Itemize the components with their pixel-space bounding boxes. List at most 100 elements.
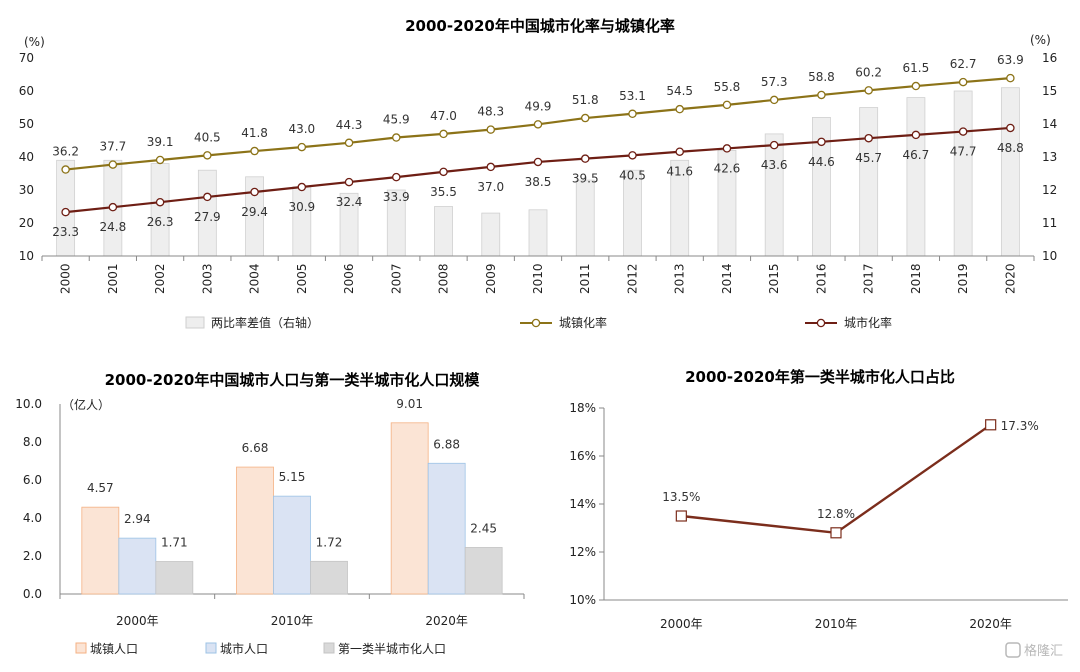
chart1-x-tick: 2004 <box>248 263 262 294</box>
chart2-legend-swatch <box>205 642 217 654</box>
chart2-bar <box>118 537 157 595</box>
chart1-city-point <box>817 137 826 147</box>
chart1-right-tick: 13 <box>1042 150 1057 164</box>
chart1-city-point <box>486 162 496 172</box>
chart1-city-label: 37.0 <box>477 180 504 194</box>
chart2-title: 2000-2020年中国城市人口与第一类半城市化人口规模 <box>105 371 481 389</box>
chart1-urbanization-label: 54.5 <box>666 84 693 98</box>
chart2-y-tick: 6.0 <box>23 473 42 487</box>
chart1-urbanization-point <box>722 100 732 110</box>
chart1-urbanization-point <box>344 138 354 148</box>
chart2-bar-label: 5.15 <box>279 470 306 484</box>
chart1-x-tick: 2000 <box>59 263 73 294</box>
chart1-diff-bar <box>623 169 642 257</box>
chart2-x-tick: 2000年 <box>116 614 159 628</box>
chart1-diff-bar <box>906 97 926 257</box>
chart1-diff-bar <box>859 107 879 257</box>
chart2-y-tick: 2.0 <box>23 549 42 563</box>
chart3-title: 2000-2020年第一类半城市化人口占比 <box>685 368 955 386</box>
chart1-x-tick: 2013 <box>673 263 687 294</box>
chart1-city-label: 26.3 <box>147 215 174 229</box>
chart1-city-label: 44.6 <box>808 155 835 169</box>
chart1-left-tick: 20 <box>19 216 34 230</box>
chart1-x-tick: 2009 <box>484 263 498 294</box>
chart1-urbanization-point <box>439 129 448 139</box>
chart3-share-point <box>830 527 842 539</box>
chart1-urbanization-point <box>533 120 543 129</box>
chart1-right-unit: (%) <box>1030 33 1051 47</box>
chart1-urbanization-label: 45.9 <box>383 113 410 127</box>
chart3-y-tick: 18% <box>569 401 596 415</box>
chart2-bar-label: 9.01 <box>396 397 423 411</box>
chart1-x-tick: 2010 <box>531 263 545 294</box>
chart2-plot: 0.0 2.0 4.0 6.0 8.0 10.0 4.57 2.94 1.71 2000年 6.68… <box>15 397 525 656</box>
chart1-urbanization-label: 49.9 <box>525 99 552 113</box>
chart1-city-point <box>155 197 165 207</box>
chart2-legend-swatch <box>75 642 87 654</box>
chart1-urbanization-point <box>911 81 921 91</box>
chart1-city-point <box>580 154 590 163</box>
chart1-x-tick: 2015 <box>767 263 781 294</box>
chart1-urbanization-label: 58.8 <box>808 70 835 84</box>
chart1-urbanization-label: 63.9 <box>997 53 1024 67</box>
chart1-left-tick: 40 <box>19 150 34 164</box>
chart1-right-tick: 10 <box>1042 249 1057 263</box>
chart1-diff-bar <box>575 179 595 257</box>
chart1-urbanization-point <box>392 133 401 142</box>
chart1-urbanization-point <box>864 86 873 95</box>
chart1-x-tick: 2020 <box>1003 263 1017 294</box>
chart1-legend-bar-swatch <box>185 316 205 329</box>
chart1-urbanization-label: 37.7 <box>99 140 126 154</box>
chart1-city-point <box>958 127 968 136</box>
chart1-x-tick: 2001 <box>106 263 120 294</box>
chart3-y-tick: 12% <box>569 545 596 559</box>
chart1-city-point <box>203 192 212 202</box>
chart2-bar <box>464 547 503 595</box>
chart3-share-point <box>985 419 997 431</box>
chart1-x-tick: 2016 <box>814 263 828 294</box>
watermark-text: 格隆汇 <box>1024 643 1063 659</box>
chart1-right-tick: 14 <box>1042 117 1057 131</box>
chart1-urbanization-label: 44.3 <box>336 118 363 132</box>
chart1-urbanization-point <box>486 125 496 134</box>
chart1-left-tick: 70 <box>19 51 34 65</box>
chart1-city-point <box>439 167 448 177</box>
chart1-urbanization-point <box>769 95 779 105</box>
chart1-x-tick: 2017 <box>862 263 876 294</box>
chart2-legend-label: 第一类半城市化人口 <box>338 641 446 656</box>
chart1-city-label: 29.4 <box>241 205 268 219</box>
chart1-city-point <box>297 182 307 192</box>
chart1-city-point <box>675 147 684 156</box>
chart1-urbanization-label: 57.3 <box>761 75 788 89</box>
chart2-bar <box>81 506 120 595</box>
chart2-bar-label: 2.94 <box>124 512 151 526</box>
chart1-right-tick: 15 <box>1042 84 1057 98</box>
chart1-diff-bar <box>292 186 312 257</box>
chart1-diff-bar <box>764 133 784 257</box>
chart1-x-tick: 2003 <box>200 263 214 294</box>
chart2-bar <box>155 561 194 595</box>
chart1-city-label: 35.5 <box>430 185 457 199</box>
chart1-left-unit: (%) <box>24 35 45 49</box>
chart1-city-point <box>864 133 873 143</box>
chart3-x-tick: 2020年 <box>969 617 1012 631</box>
chart1-urbanization-label: 36.2 <box>52 145 79 159</box>
chart1-urbanization-label: 53.1 <box>619 89 646 103</box>
chart1-urbanization-label: 61.5 <box>903 61 930 75</box>
chart2-legend-swatch <box>323 642 335 654</box>
chart1-city-point <box>769 140 779 150</box>
chart1-city-label: 32.4 <box>336 195 363 209</box>
chart1-legend-city-marker <box>816 318 826 328</box>
chart1-title: 2000-2020年中国城市化率与城镇化率 <box>405 17 675 35</box>
chart2-bar-label: 1.72 <box>316 535 343 549</box>
chart3-y-tick: 14% <box>569 497 596 511</box>
chart1-x-tick: 2002 <box>153 263 167 294</box>
chart2-legend-label: 城市人口 <box>220 641 268 656</box>
chart3-x-tick: 2010年 <box>815 617 858 631</box>
chart1-city-label: 38.5 <box>525 175 552 189</box>
chart1-x-tick: 2011 <box>578 263 592 294</box>
chart1-urbanization-point <box>628 109 637 119</box>
chart1-x-tick: 2019 <box>956 263 970 294</box>
chart1-city-label: 40.5 <box>619 168 646 182</box>
